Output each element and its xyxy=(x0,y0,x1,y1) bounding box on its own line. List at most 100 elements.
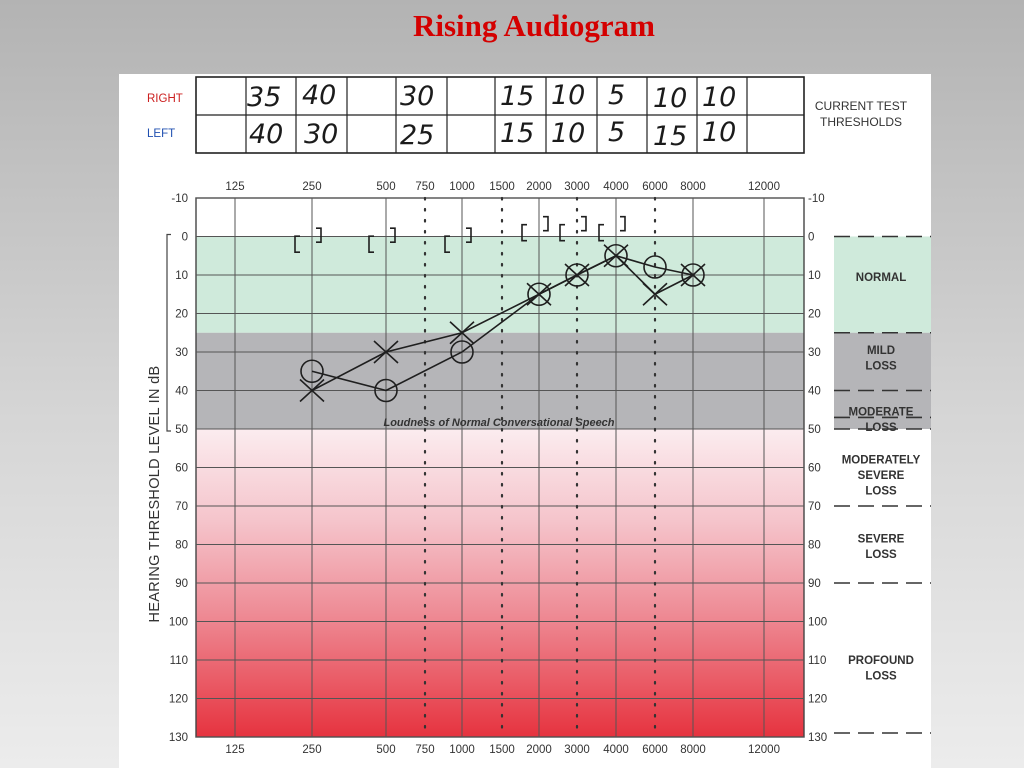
cross-point-500 xyxy=(373,340,399,364)
speech-band-legend xyxy=(834,332,931,429)
bracket-point-4000 xyxy=(598,215,626,242)
y-tick-left-0: 0 xyxy=(182,232,188,244)
y-tick-right-130: 130 xyxy=(808,732,827,744)
bracket-point-3000 xyxy=(559,215,587,242)
cross-point-3000 xyxy=(564,263,590,287)
x-tick-top-500: 500 xyxy=(376,181,395,193)
y-tick-left-50: 50 xyxy=(175,424,188,436)
severity-label-5-0: PROFOUND xyxy=(848,655,914,667)
right-value-4000: 5 xyxy=(608,80,625,111)
severity-label-2-1: LOSS xyxy=(865,422,897,434)
audiogram-sheet: RIGHT LEFT 35 40 30 15 10 5 10 10 40 30 … xyxy=(119,74,931,768)
x-tick-top-4000: 4000 xyxy=(603,181,629,193)
threshold-table: RIGHT LEFT 35 40 30 15 10 5 10 10 40 30 … xyxy=(147,76,908,154)
circle-point-8000 xyxy=(681,263,705,287)
bracket-point-2000 xyxy=(521,215,549,242)
x-tick-bottom-2000: 2000 xyxy=(526,744,552,756)
bracket-point-500 xyxy=(368,227,396,253)
x-tick-bottom-1500: 1500 xyxy=(489,744,515,756)
cross-point-250 xyxy=(299,378,325,403)
cross-point-4000 xyxy=(603,244,629,268)
y-tick-right-30: 30 xyxy=(808,347,821,359)
right-value-2000: 15 xyxy=(500,81,534,112)
y-tick-left-60: 60 xyxy=(175,463,188,475)
y-tick-right-100: 100 xyxy=(808,617,827,629)
right-value-8000: 10 xyxy=(702,82,736,113)
left-row-label: LEFT xyxy=(147,128,175,140)
left-value-1000: 25 xyxy=(400,120,434,151)
y-tick-left-30: 30 xyxy=(175,347,188,359)
y-tick-left-20: 20 xyxy=(175,309,188,321)
x-tick-bottom-750: 750 xyxy=(415,744,434,756)
y-tick-left-130: 130 xyxy=(169,732,188,744)
x-tick-top-1000: 1000 xyxy=(449,181,475,193)
severity-label-5-1: LOSS xyxy=(865,670,897,682)
left-value-3000: 10 xyxy=(551,118,585,149)
y-tick-left-40: 40 xyxy=(175,386,188,398)
circle-point-6000 xyxy=(643,255,667,279)
y-tick-right-70: 70 xyxy=(808,501,821,513)
x-tick-top-3000: 3000 xyxy=(564,181,590,193)
x-tick-top-6000: 6000 xyxy=(642,181,668,193)
x-tick-bottom-125: 125 xyxy=(225,744,244,756)
audiogram-grid xyxy=(196,196,931,739)
audiogram-svg: RIGHT LEFT 35 40 30 15 10 5 10 10 40 30 … xyxy=(147,76,931,756)
x-tick-top-8000: 8000 xyxy=(680,181,706,193)
circle-point-4000 xyxy=(604,243,628,268)
severity-label-0-0: NORMAL xyxy=(856,272,906,284)
y-tick-left-80: 80 xyxy=(175,540,188,552)
left-value-4000: 5 xyxy=(608,117,625,148)
x-tick-bottom-3000: 3000 xyxy=(564,744,590,756)
y-tick-right-50: 50 xyxy=(808,424,821,436)
left-value-8000: 10 xyxy=(702,117,736,148)
left-value-250: 40 xyxy=(249,119,283,150)
y-tick-left-10: 10 xyxy=(175,270,188,282)
x-tick-top-125: 125 xyxy=(225,181,244,193)
speech-band xyxy=(196,332,804,429)
severity-label-3-1: SEVERE xyxy=(858,470,905,482)
y-tick-right-80: 80 xyxy=(808,540,821,552)
circle-point-250 xyxy=(300,359,324,384)
y-tick-right-90: 90 xyxy=(808,578,821,590)
y-tick-right-60: 60 xyxy=(808,463,821,475)
normal-band xyxy=(196,236,804,333)
y-tick-left--10: -10 xyxy=(171,193,188,205)
axis-tick-labels: 1251252502505005007507501000100015001500… xyxy=(166,181,921,756)
x-tick-top-250: 250 xyxy=(302,181,321,193)
right-row-label: RIGHT xyxy=(147,93,183,105)
circle-point-2000 xyxy=(527,282,551,307)
y-tick-left-100: 100 xyxy=(169,617,188,629)
y-tick-left-90: 90 xyxy=(175,578,188,590)
severity-label-3-2: LOSS xyxy=(865,486,897,498)
y-axis-bracket xyxy=(166,233,171,432)
severity-label-1-1: LOSS xyxy=(865,360,897,372)
severity-label-4-0: SEVERE xyxy=(858,534,905,546)
y-tick-left-70: 70 xyxy=(175,501,188,513)
table-caption-line1: CURRENT TEST xyxy=(815,99,908,113)
x-tick-top-1500: 1500 xyxy=(489,181,515,193)
y-tick-right-120: 120 xyxy=(808,694,827,706)
x-tick-top-2000: 2000 xyxy=(526,181,552,193)
severity-label-1-0: MILD xyxy=(867,345,895,357)
y-tick-right-10: 10 xyxy=(808,270,821,282)
circle-point-1000 xyxy=(450,340,474,364)
x-tick-bottom-6000: 6000 xyxy=(642,744,668,756)
right-value-1000: 30 xyxy=(400,81,434,112)
y-tick-left-120: 120 xyxy=(169,694,188,706)
y-tick-right-40: 40 xyxy=(808,386,821,398)
y-tick-right-20: 20 xyxy=(808,309,821,321)
bracket-point-250 xyxy=(294,227,322,253)
cross-point-8000 xyxy=(680,263,706,287)
x-tick-top-12000: 12000 xyxy=(748,181,780,193)
right-value-6000: 10 xyxy=(653,83,687,114)
y-axis-title: HEARING THRESHOLD LEVEL IN dB xyxy=(147,366,163,623)
right-value-500: 40 xyxy=(302,80,336,111)
y-tick-right-110: 110 xyxy=(808,655,826,667)
circle-point-500 xyxy=(374,378,398,403)
left-value-6000: 15 xyxy=(653,121,687,152)
cross-point-2000 xyxy=(526,282,552,306)
bracket-point-1000 xyxy=(444,227,472,253)
left-value-500: 30 xyxy=(304,119,338,150)
normal-band-legend xyxy=(834,236,931,333)
table-caption-line2: THRESHOLDS xyxy=(820,115,902,129)
